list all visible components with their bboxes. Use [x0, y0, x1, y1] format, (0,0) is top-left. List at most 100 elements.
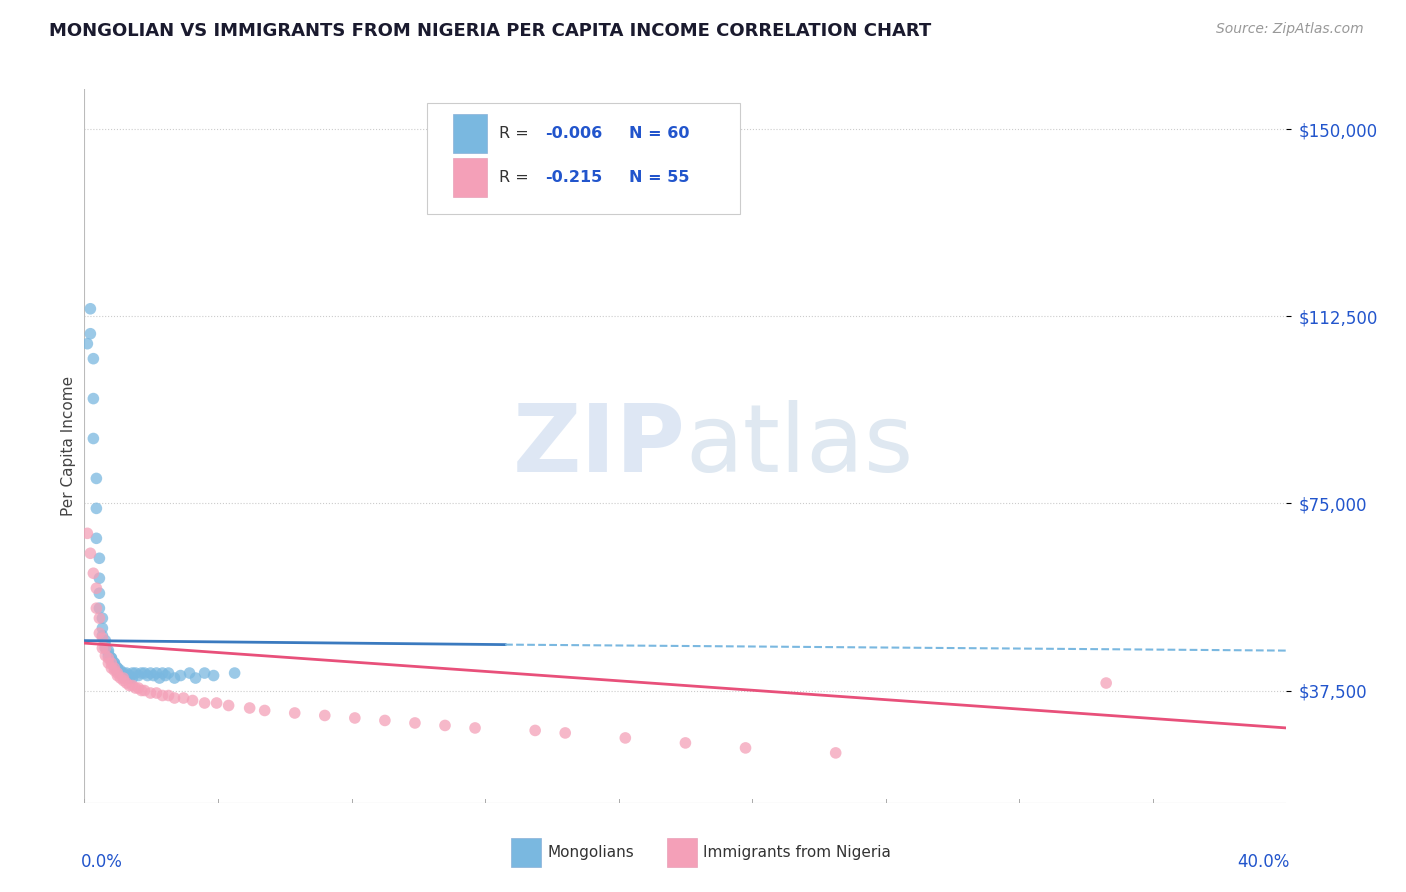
Point [79, 301, 101, 316]
Point [121, 679, 143, 693]
Point [343, 711, 366, 725]
Point [734, 740, 756, 755]
Point [112, 673, 135, 688]
Point [110, 664, 132, 678]
Point [82, 351, 104, 366]
Point [374, 714, 396, 728]
Point [155, 668, 177, 682]
Point [86, 601, 108, 615]
Point [115, 666, 138, 681]
Point [94, 633, 117, 648]
Point [134, 666, 156, 681]
Point [103, 656, 125, 670]
Point [94, 648, 117, 663]
Bar [512, 838, 541, 867]
Point [145, 666, 167, 681]
Point [121, 671, 143, 685]
FancyBboxPatch shape [427, 103, 740, 214]
Point [314, 708, 336, 723]
Text: 40.0%: 40.0% [1237, 853, 1291, 871]
Point [86, 581, 108, 595]
Text: atlas: atlas [686, 400, 914, 492]
Point [139, 686, 162, 700]
Point [112, 671, 135, 685]
Text: 0.0%: 0.0% [80, 853, 122, 871]
Text: -0.215: -0.215 [544, 170, 602, 186]
Point [91, 629, 114, 643]
Text: Source: ZipAtlas.com: Source: ZipAtlas.com [1216, 22, 1364, 37]
Point [524, 723, 547, 738]
Point [107, 661, 129, 675]
Point [218, 698, 240, 713]
Point [110, 666, 132, 681]
Point [82, 432, 104, 446]
Text: N = 55: N = 55 [628, 170, 689, 186]
Point [86, 531, 108, 545]
Point [194, 696, 217, 710]
Point [169, 668, 191, 682]
Point [131, 666, 153, 681]
Point [97, 651, 120, 665]
Point [152, 666, 174, 681]
Point [103, 658, 125, 673]
Point [404, 715, 426, 730]
Point [824, 746, 846, 760]
Point [94, 641, 117, 656]
Point [127, 681, 149, 695]
Point [434, 718, 457, 732]
Text: Mongolians: Mongolians [547, 846, 634, 860]
Point [554, 726, 576, 740]
Point [139, 666, 162, 681]
Point [224, 666, 246, 681]
Point [110, 671, 132, 685]
Point [675, 736, 697, 750]
Point [91, 641, 114, 656]
Point [142, 668, 165, 682]
Point [107, 661, 129, 675]
Point [82, 566, 104, 581]
Text: MONGOLIAN VS IMMIGRANTS FROM NIGERIA PER CAPITA INCOME CORRELATION CHART: MONGOLIAN VS IMMIGRANTS FROM NIGERIA PER… [49, 22, 931, 40]
Point [97, 643, 120, 657]
Point [181, 693, 204, 707]
Point [152, 689, 174, 703]
Point [205, 696, 228, 710]
Text: -0.006: -0.006 [544, 126, 602, 141]
Point [103, 661, 125, 675]
Y-axis label: Per Capita Income: Per Capita Income [60, 376, 76, 516]
Point [202, 668, 225, 682]
Text: R =: R = [499, 170, 534, 186]
Point [112, 668, 135, 682]
Point [97, 646, 120, 660]
Point [145, 686, 167, 700]
Text: Immigrants from Nigeria: Immigrants from Nigeria [703, 846, 891, 860]
Point [173, 691, 195, 706]
Point [124, 666, 146, 681]
Point [79, 546, 101, 560]
Point [103, 664, 125, 678]
Point [86, 471, 108, 485]
Point [115, 676, 138, 690]
Point [118, 671, 141, 685]
Point [100, 654, 122, 668]
Point [89, 611, 111, 625]
Point [76, 526, 98, 541]
Point [115, 668, 138, 682]
Point [97, 656, 120, 670]
Text: R =: R = [499, 126, 534, 141]
Point [131, 683, 153, 698]
Point [134, 683, 156, 698]
Point [1095, 676, 1118, 690]
Point [464, 721, 486, 735]
Point [239, 701, 262, 715]
Point [86, 501, 108, 516]
Point [253, 704, 276, 718]
Point [100, 651, 122, 665]
Point [124, 681, 146, 695]
Point [184, 671, 207, 685]
Point [89, 601, 111, 615]
Point [121, 666, 143, 681]
Point [157, 666, 180, 681]
Point [194, 666, 217, 681]
Point [100, 661, 122, 675]
Point [76, 336, 98, 351]
